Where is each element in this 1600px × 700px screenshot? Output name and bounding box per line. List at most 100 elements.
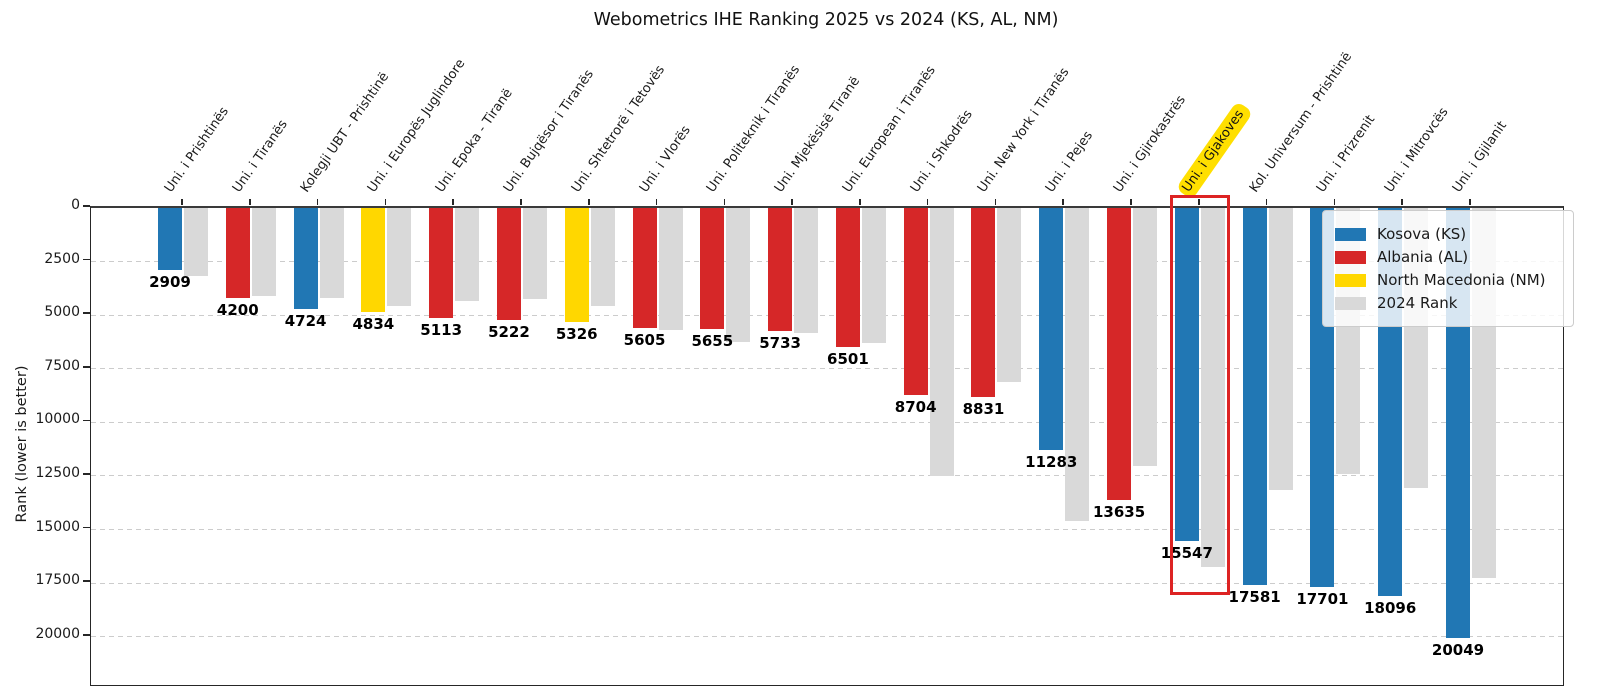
bar-2025-rank (1174, 208, 1199, 542)
y-tick-label: 12500 (35, 464, 80, 481)
y-tick-label: 0 (71, 197, 80, 213)
y-tick-label: 17500 (35, 572, 80, 589)
bar-2024-rank (1268, 208, 1293, 490)
y-tick-label: 10000 (35, 411, 80, 428)
bar-2025-rank (361, 208, 386, 312)
gridline-5000 (91, 314, 1563, 316)
bar-2025-rank (293, 208, 318, 310)
gridline-10000 (91, 421, 1563, 423)
category-label: Uni. i Gjirokastrës (1110, 92, 1189, 196)
category-label: Uni. i Gjilanit (1449, 118, 1510, 196)
highlight-box (1169, 195, 1230, 596)
category-label: Uni. i Tiranës (229, 117, 291, 196)
category-label: Uni. i Shkodrës (907, 107, 976, 196)
bar-value-label: 8704 (894, 397, 937, 416)
x-tick-mark (181, 199, 183, 205)
bar-value-label: 5113 (420, 320, 463, 339)
x-tick-mark (587, 199, 590, 205)
category-label: Uni. i Vlorës (636, 123, 694, 196)
x-tick-mark (926, 199, 929, 205)
bar-2025-rank (768, 208, 793, 331)
bar-2025-rank (632, 208, 657, 329)
x-tick-mark (723, 199, 726, 205)
bar-value-label: 4200 (216, 301, 259, 320)
gridline-2500 (91, 261, 1563, 263)
legend-label: Albania (AL) (1377, 248, 1469, 266)
bar-2024-rank (590, 208, 615, 306)
bar-value-label: 5222 (488, 322, 530, 341)
legend-swatch (1335, 227, 1366, 241)
legend-item: Albania (AL) (1335, 248, 1561, 266)
y-tick-label: 15000 (35, 518, 80, 535)
x-tick-mark (655, 199, 658, 205)
bar-2024-rank (455, 208, 480, 302)
bar-value-label: 6501 (827, 350, 869, 369)
x-tick-mark (791, 199, 793, 205)
x-tick-mark (1130, 199, 1132, 205)
bar-2025-rank (903, 208, 928, 395)
bar-2025-rank (835, 208, 860, 348)
y-tick-mark (83, 312, 90, 314)
bar-value-label: 20049 (1431, 640, 1485, 659)
bar-value-label: 5655 (691, 332, 734, 351)
y-tick-mark (83, 580, 90, 582)
x-tick-mark (1401, 199, 1403, 205)
bar-2025-rank (971, 208, 996, 398)
gridline-7500 (91, 368, 1563, 370)
legend-item: North Macedonia (NM) (1335, 271, 1561, 289)
y-tick-mark (83, 205, 90, 207)
bar-value-label: 11283 (1025, 452, 1078, 471)
category-label: Uni. i Prishtinës (161, 104, 232, 196)
bar-value-label: 2909 (149, 273, 191, 292)
bar-value-label: 17701 (1296, 590, 1349, 609)
y-tick-label: 5000 (44, 304, 80, 321)
gridline-12500 (91, 475, 1563, 477)
bar-2024-rank (184, 208, 208, 276)
x-tick-mark (1062, 199, 1065, 205)
bar-2024-rank (1200, 208, 1225, 568)
legend-swatch (1335, 296, 1366, 310)
bar-2024-rank (1133, 208, 1158, 467)
bar-2025-rank (1107, 208, 1132, 501)
bar-value-label: 5733 (759, 333, 801, 352)
bar-2024-rank (861, 208, 886, 344)
chart-title: Webometrics IHE Ranking 2025 vs 2024 (KS… (593, 10, 1059, 30)
legend-label: 2024 Rank (1377, 294, 1458, 312)
x-tick-mark (1198, 199, 1200, 205)
bar-2024-rank (794, 208, 819, 333)
x-tick-mark (248, 199, 251, 205)
bar-value-label: 4834 (352, 314, 395, 333)
bar-2024-rank (658, 208, 683, 330)
category-label: Uni. i Mitrovcës (1382, 104, 1452, 196)
bar-value-label: 5605 (623, 331, 666, 350)
bar-2024-rank (319, 208, 344, 299)
bar-2025-rank (225, 208, 250, 299)
bar-value-label: 15547 (1160, 544, 1213, 563)
y-tick-mark (83, 419, 90, 422)
x-tick-mark (994, 199, 997, 205)
bar-value-label: 18096 (1364, 598, 1417, 617)
bar-value-label: 4724 (284, 312, 327, 331)
legend-label: North Macedonia (NM) (1377, 271, 1546, 289)
category-label: Uni. i Pejes (1043, 128, 1097, 196)
gridline-15000 (91, 529, 1563, 531)
y-tick-mark (83, 365, 90, 368)
bar-2025-rank (564, 208, 589, 323)
bar-2024-rank (726, 208, 751, 342)
bar-2025-rank (700, 208, 725, 330)
x-tick-mark (520, 199, 522, 205)
gridline-17500 (91, 582, 1563, 584)
bar-value-label: 13635 (1092, 503, 1146, 522)
bar-2025-rank (158, 208, 182, 271)
legend-item: Kosova (KS) (1335, 225, 1561, 243)
y-tick-label: 20000 (35, 625, 80, 642)
legend-label: Kosova (KS) (1377, 225, 1467, 243)
x-tick-mark (452, 199, 454, 205)
bar-2024-rank (997, 208, 1022, 382)
x-tick-mark (384, 199, 387, 205)
x-tick-mark (1265, 199, 1268, 205)
bar-2024-rank (522, 208, 547, 300)
y-tick-label: 2500 (44, 250, 80, 267)
bar-value-label: 8831 (962, 400, 1005, 419)
